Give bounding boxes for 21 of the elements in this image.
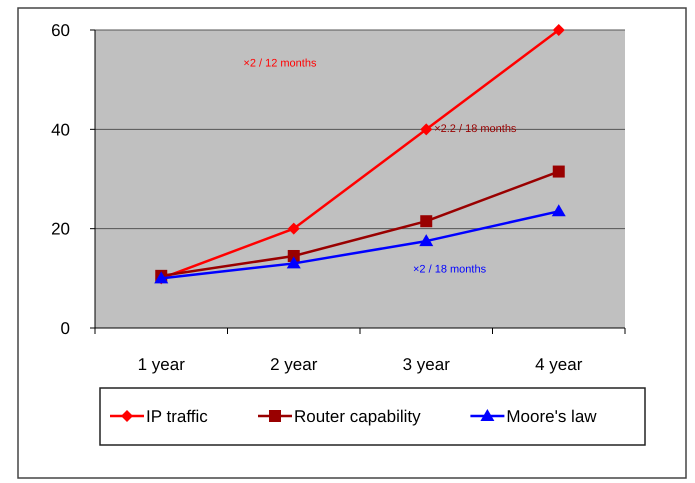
point (420, 123, 432, 136)
y-tick-label: 0 (60, 318, 70, 338)
y-tick-label: 40 (51, 120, 70, 140)
point (420, 215, 432, 228)
legend-label: Router capability (294, 406, 422, 426)
legend-label: Moore's law (506, 406, 598, 426)
point (552, 204, 566, 216)
annotation: ×2 / 12 months (243, 58, 317, 70)
x-tick-label: 2 year (270, 355, 318, 374)
x-tick-label: 3 year (402, 355, 450, 374)
point (288, 222, 300, 235)
point (286, 256, 301, 268)
y-tick-label: 60 (51, 20, 70, 40)
x-tick-label: 4 year (535, 355, 583, 374)
point (419, 234, 434, 246)
x-tick-label: 1 year (138, 355, 186, 374)
y-tick-label: 20 (51, 220, 70, 239)
annotation: ×2 / 18 months (413, 263, 487, 276)
point (552, 166, 565, 178)
legend-label: IP traffic (146, 406, 208, 426)
point (552, 24, 565, 36)
